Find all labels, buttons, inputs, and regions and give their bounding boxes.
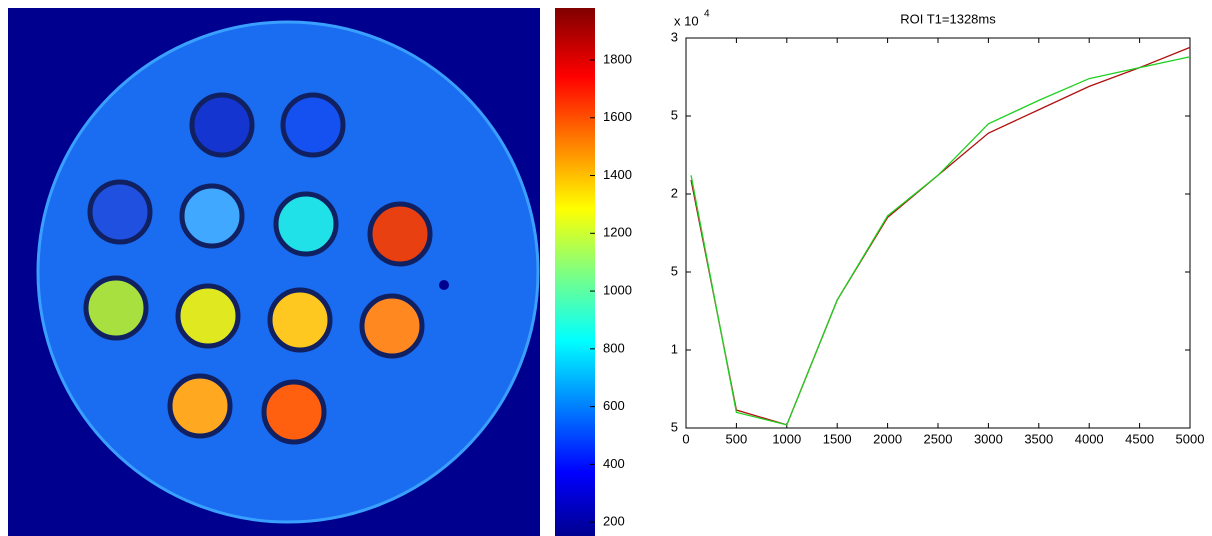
colorbar-tick-label: 1200 — [603, 225, 632, 240]
x-tick-label: 0 — [682, 431, 689, 446]
x-tick-label: 4500 — [1125, 431, 1154, 446]
plot-area — [686, 38, 1190, 428]
offset-exponent: 4 — [704, 9, 710, 20]
x-tick-label: 1500 — [823, 431, 852, 446]
x-tick-label: 500 — [726, 431, 748, 446]
colorbar-tick-label: 1400 — [603, 167, 632, 182]
colorbar-tick-label: 400 — [603, 456, 625, 471]
colorbar-tick-label: 1600 — [603, 109, 632, 124]
t1-map — [8, 8, 540, 536]
y-tick-label: 5 — [671, 263, 678, 278]
y-tick-label: 1 — [671, 341, 678, 356]
x-tick-label: 5000 — [1176, 431, 1205, 446]
y-tick-label: 5 — [671, 107, 678, 122]
y-tick-label: 2 — [671, 185, 678, 200]
y-tick-label: 5 — [671, 419, 678, 434]
colorbar-tick-label: 600 — [603, 398, 625, 413]
x-tick-label: 4000 — [1075, 431, 1104, 446]
y-tick-label: 3 — [671, 29, 678, 44]
x-tick-label: 3000 — [974, 431, 1003, 446]
x-tick-label: 2000 — [873, 431, 902, 446]
chart-title: ROI T1=1328ms — [900, 11, 996, 26]
colorbar-tick-label: 200 — [603, 514, 625, 529]
colorbar-tick-label: 1800 — [603, 51, 632, 66]
x-tick-label: 2500 — [924, 431, 953, 446]
colorbar-tick-label: 800 — [603, 340, 625, 355]
colorbar — [555, 8, 595, 536]
colorbar-tick-label: 1000 — [603, 283, 632, 298]
figure: ROI T1=1328ms x 10 4 2004006008001000120… — [0, 0, 1212, 536]
x-tick-label: 1000 — [772, 431, 801, 446]
x-tick-label: 3500 — [1024, 431, 1053, 446]
offset-text: x 10 — [674, 13, 699, 28]
